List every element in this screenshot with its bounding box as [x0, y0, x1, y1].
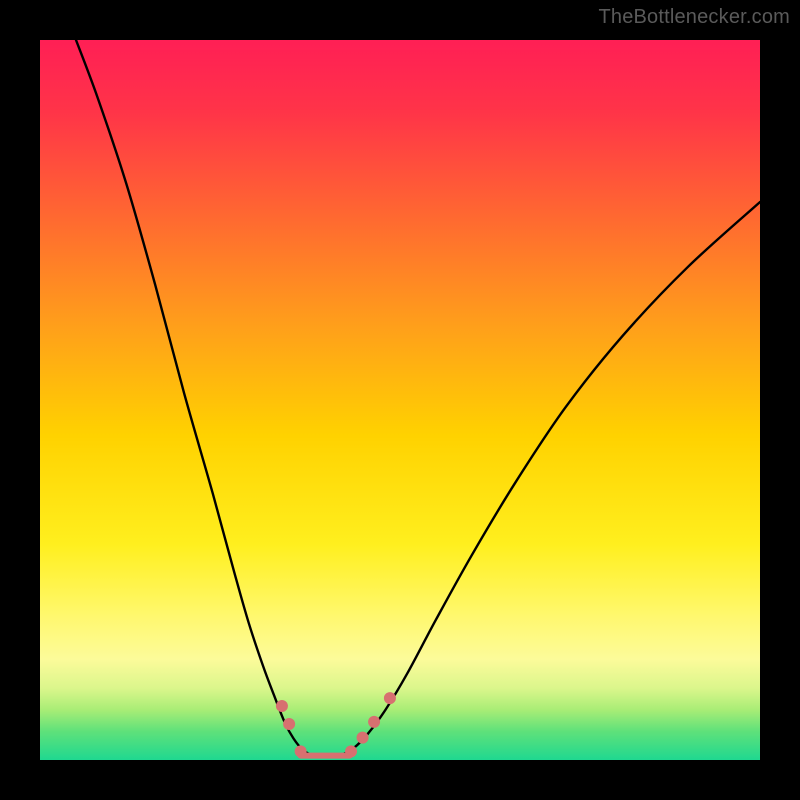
figure-root: TheBottlenecker.com — [0, 0, 800, 800]
plot-background — [40, 40, 760, 760]
plot-svg — [0, 0, 800, 800]
marker-dot — [295, 745, 307, 757]
marker-dot — [345, 745, 357, 757]
watermark-label: TheBottlenecker.com — [598, 6, 790, 29]
marker-dot — [368, 716, 380, 728]
marker-dot — [276, 700, 288, 712]
marker-dot — [283, 718, 295, 730]
marker-dot — [357, 732, 369, 744]
marker-dot — [384, 692, 396, 704]
